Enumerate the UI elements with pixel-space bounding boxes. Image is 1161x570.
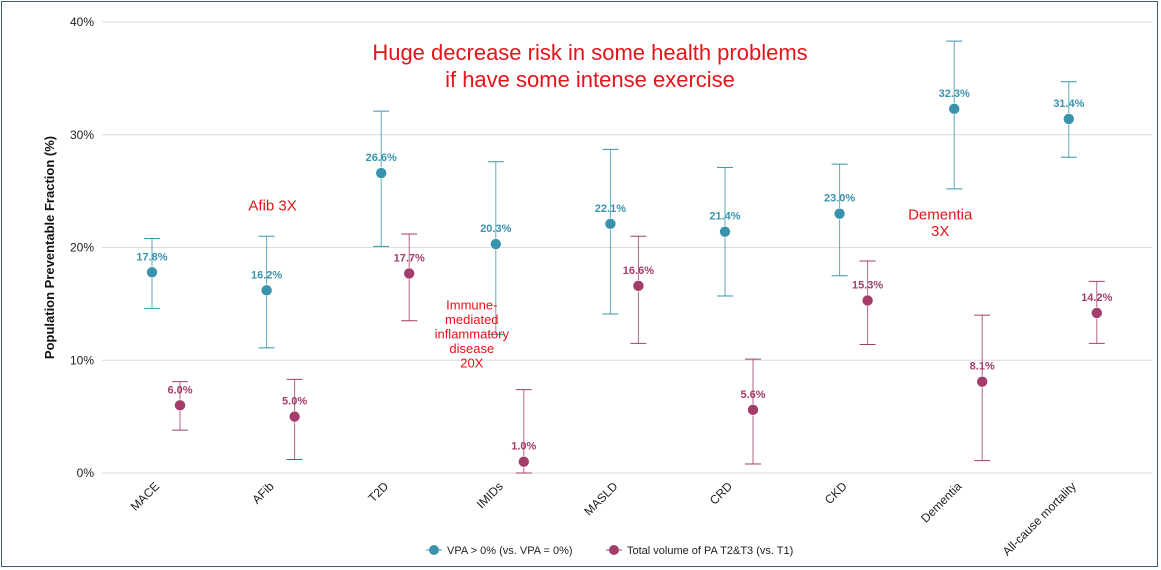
data-label: 16.6% xyxy=(623,265,654,277)
data-label: 23.0% xyxy=(824,193,855,205)
data-label: 6.0% xyxy=(167,384,192,396)
data-label: 17.8% xyxy=(136,251,167,263)
data-point xyxy=(948,103,961,115)
y-tick-label: 0% xyxy=(77,466,95,480)
data-point xyxy=(1063,113,1075,125)
annotation: Immune-mediated inflammatory disease 20X xyxy=(435,298,510,371)
data-label: 5.0% xyxy=(282,396,307,408)
data-point xyxy=(632,280,645,292)
y-axis-label: Population Preventable Fraction (%) xyxy=(42,136,57,359)
chart-title: Huge decrease risk in some health proble… xyxy=(372,40,807,92)
data-point xyxy=(489,238,502,250)
data-label: 26.6% xyxy=(366,152,397,164)
data-point xyxy=(719,225,731,238)
x-tick-label: AFib xyxy=(249,479,277,507)
data-point xyxy=(517,455,530,468)
y-tick-label: 30% xyxy=(70,128,94,142)
y-tick-label: 10% xyxy=(70,353,94,367)
data-label: 17.7% xyxy=(394,252,425,264)
x-tick-label: CKD xyxy=(822,479,850,507)
x-tick-label: All-cause mortality xyxy=(1000,479,1079,558)
data-point xyxy=(747,404,759,416)
x-tick-label: Dementia xyxy=(918,479,964,525)
data-point xyxy=(288,410,301,423)
legend-marker xyxy=(609,545,619,555)
annotation: Dementia 3X xyxy=(908,206,973,240)
data-label: 5.6% xyxy=(740,389,765,401)
data-label: 21.4% xyxy=(709,211,740,223)
data-label: 1.0% xyxy=(511,441,536,453)
x-tick-label: MACE xyxy=(128,479,162,513)
legend-label: VPA > 0% (vs. VPA = 0%) xyxy=(447,545,573,557)
data-point xyxy=(861,294,874,307)
legend-label: Total volume of PA T2&T3 (vs. T1) xyxy=(627,545,793,557)
data-label: 32.3% xyxy=(939,88,970,100)
y-tick-label: 40% xyxy=(70,15,94,29)
data-point xyxy=(146,266,158,279)
data-point xyxy=(833,207,846,220)
data-label: 15.3% xyxy=(852,279,883,291)
data-point xyxy=(174,399,186,412)
x-tick-label: IMIDs xyxy=(474,479,506,511)
data-label: 20.3% xyxy=(480,223,511,235)
x-tick-label: T2D xyxy=(365,479,391,505)
data-label: 16.2% xyxy=(251,269,282,281)
annotation: Afib 3X xyxy=(248,197,296,214)
y-tick-label: 20% xyxy=(70,241,94,255)
x-tick-label: MASLD xyxy=(581,479,620,518)
data-point xyxy=(604,218,617,230)
data-point xyxy=(1091,307,1103,319)
data-point xyxy=(403,267,416,280)
data-label: 14.2% xyxy=(1081,292,1112,304)
legend-marker xyxy=(429,545,439,555)
data-label: 22.1% xyxy=(595,203,626,215)
data-point xyxy=(976,375,989,388)
data-point xyxy=(260,284,273,297)
data-point xyxy=(375,167,388,179)
data-label: 31.4% xyxy=(1053,98,1084,110)
x-tick-label: CRD xyxy=(707,479,736,508)
data-label: 8.1% xyxy=(970,361,995,373)
